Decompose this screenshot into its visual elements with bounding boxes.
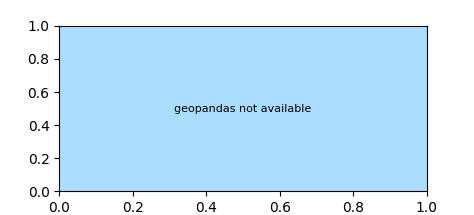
Text: geopandas not available: geopandas not available — [174, 104, 311, 114]
